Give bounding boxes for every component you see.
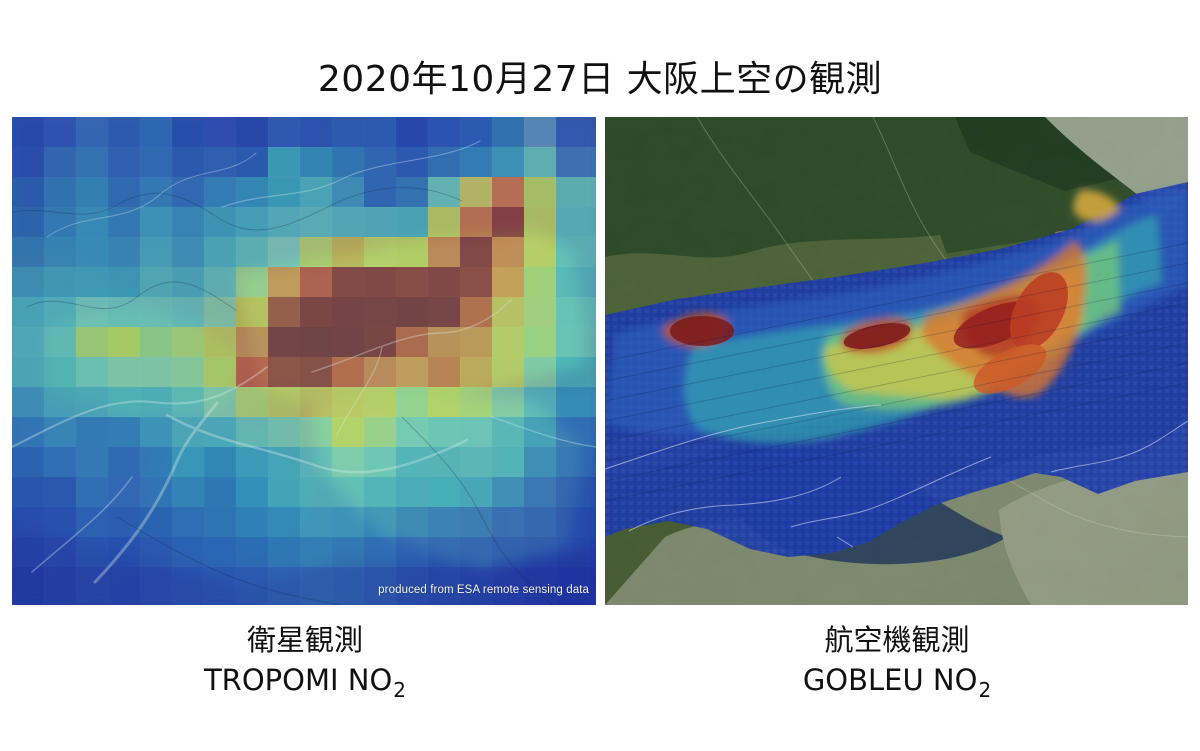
aircraft-no2-subscript: 2 (978, 678, 992, 702)
data-credit: produced from ESA remote sensing data (378, 584, 589, 596)
aircraft-no2-map (605, 117, 1188, 605)
page-title: 2020年10月27日 大阪上空の観測 (317, 59, 883, 100)
satellite-map-graphic (12, 117, 596, 605)
satellite-no2-map: produced from ESA remote sensing data (12, 117, 596, 605)
aircraft-map-graphic (605, 117, 1188, 605)
satellite-product-label: TROPOMI NO2 (95, 660, 515, 710)
aircraft-product-name: GOBLEU NO (802, 663, 978, 697)
satellite-caption-title: 衛星観測 (246, 623, 363, 657)
aircraft-product-label: GOBLEU NO2 (687, 660, 1107, 710)
satellite-product-name: TROPOMI NO (203, 663, 393, 697)
aircraft-caption: 航空機観測 GOBLEU NO2 (687, 620, 1107, 710)
satellite-caption: 衛星観測 TROPOMI NO2 (95, 620, 515, 710)
satellite-no2-subscript: 2 (393, 678, 407, 702)
aircraft-caption-title: 航空機観測 (824, 623, 970, 657)
